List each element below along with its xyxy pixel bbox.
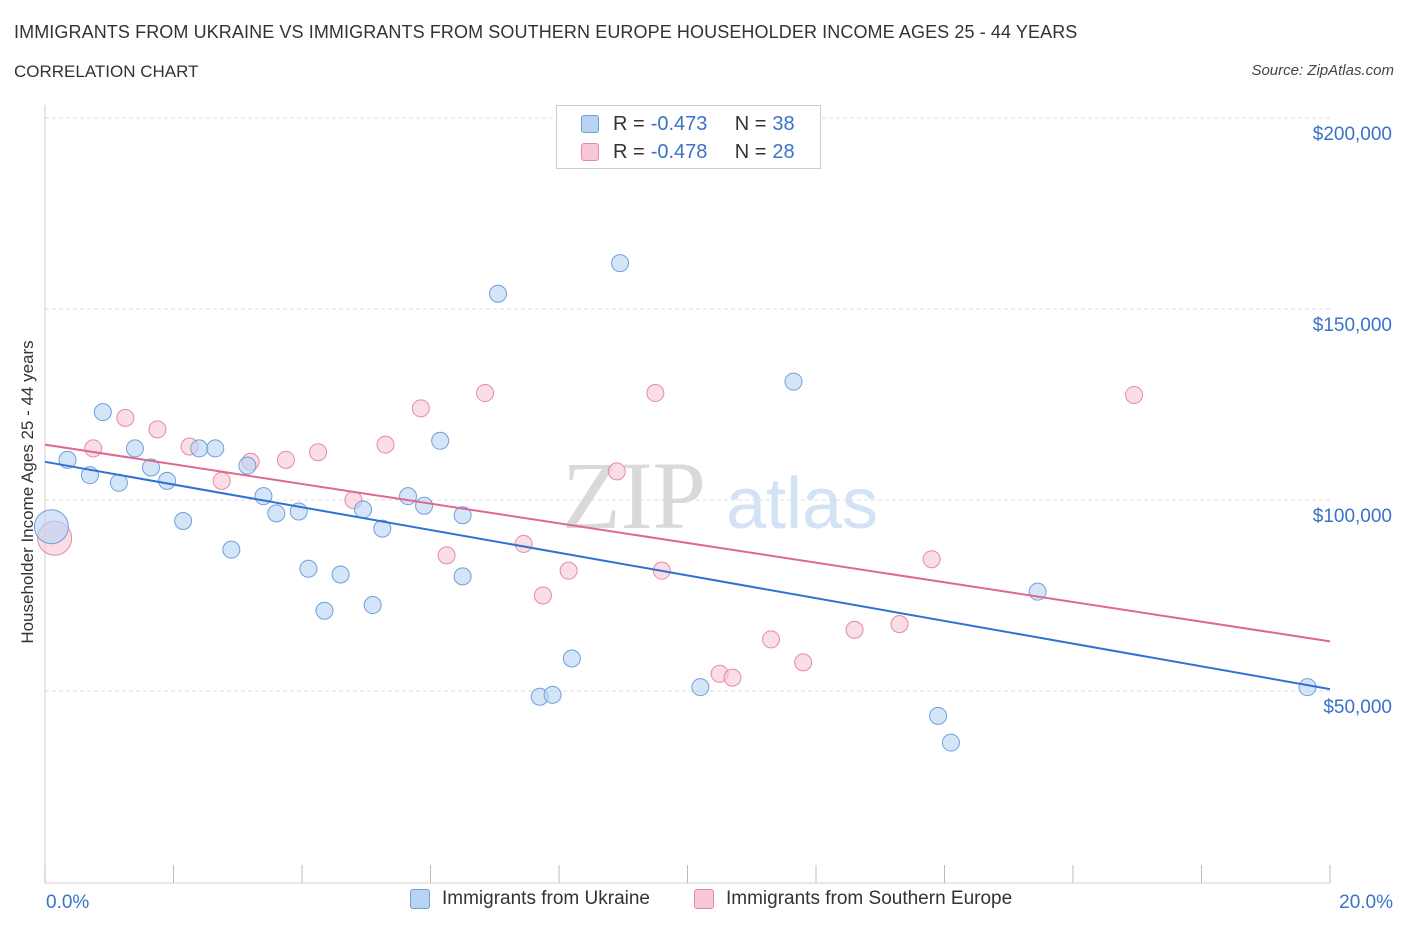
data-point-southern-europe [148,420,167,439]
ukraine-swatch [581,115,599,133]
trend-line-southern-europe [44,443,1331,643]
data-point-ukraine [267,504,286,523]
y-axis-label: Householder Income Ages 25 - 44 years [18,340,37,644]
data-point-southern-europe [84,439,103,458]
watermark-zip: ZIP [562,442,706,549]
data-point-southern-europe [559,561,578,580]
data-point-ukraine [929,706,948,725]
data-point-southern-europe [276,450,295,469]
data-point-ukraine [611,254,630,273]
x-tick-label: 0.0% [46,892,89,913]
data-point-ukraine [174,512,193,531]
data-point-ukraine [399,487,418,506]
axes [44,105,1331,884]
legend-label-ukraine: Immigrants from Ukraine [442,888,650,909]
data-point-ukraine [543,685,562,704]
data-point-southern-europe [514,534,533,553]
trend-line-ukraine [44,460,1331,691]
data-point-ukraine [299,559,318,578]
data-point-ukraine [354,500,373,519]
data-point-ukraine [453,506,472,525]
data-point-southern-europe [1125,385,1144,404]
data-point-southern-europe [646,384,665,403]
legend-label-southern-europe: Immigrants from Southern Europe [726,888,1013,909]
data-point-ukraine [142,458,161,477]
data-point-ukraine [415,496,434,515]
chart-title: IMMIGRANTS FROM UKRAINE VS IMMIGRANTS FR… [14,22,1078,42]
data-point-southern-europe [794,653,813,672]
data-point-southern-europe [845,620,864,639]
y-tick-label: $50,000 [1323,697,1392,718]
data-point-southern-europe [411,399,430,418]
gridlines [45,117,1330,692]
data-point-ukraine [784,372,803,391]
y-tick-label: $200,000 [1313,124,1392,145]
data-point-southern-europe [607,462,626,481]
series-legend: Immigrants from Ukraine Immigrants from … [0,888,1406,916]
data-point-ukraine [331,565,350,584]
correlation-legend: R = -0.473 N = 38 R = -0.478 N = 28 [556,105,821,169]
ukraine-swatch [410,889,430,909]
data-point-southern-europe [762,630,781,649]
legend-row-southern-europe: R = -0.478 N = 28 [581,140,795,164]
data-point-ukraine [158,471,177,490]
data-point-ukraine [222,540,241,559]
legend-item-southern-europe[interactable]: Immigrants from Southern Europe [694,888,1012,910]
trend-lines [44,443,1331,691]
data-point-ukraine [206,439,225,458]
y-tick-label: $100,000 [1313,506,1392,527]
r-label: R = [613,112,645,135]
chart-subtitle: CORRELATION CHART [14,62,199,81]
n-value: 28 [772,140,795,163]
data-point-southern-europe [922,550,941,569]
x-tick-label: 20.0% [1339,892,1393,913]
data-point-ukraine [691,678,710,697]
r-value: -0.478 [650,140,708,163]
data-point-ukraine [93,403,112,422]
r-label: R = [613,140,645,163]
data-point-southern-europe [309,443,328,462]
data-point-ukraine [373,519,392,538]
southern-europe-swatch [694,889,714,909]
watermark-atlas: atlas [726,464,878,544]
data-point-southern-europe [212,471,231,490]
southern-europe-swatch [581,143,599,161]
y-tick-label: $150,000 [1313,315,1392,336]
legend-item-ukraine[interactable]: Immigrants from Ukraine [410,888,650,910]
data-point-ukraine [238,456,257,475]
data-point-southern-europe [533,586,552,605]
legend-row-ukraine: R = -0.473 N = 38 [581,112,795,136]
n-value: 38 [772,112,795,135]
data-point-southern-europe [890,615,909,634]
data-point-ukraine [562,649,581,668]
data-point-ukraine [431,431,450,450]
data-point-ukraine [33,509,69,545]
data-point-southern-europe [723,668,742,687]
source-label: Source: ZipAtlas.com [1251,62,1394,79]
data-point-southern-europe [437,546,456,565]
tick-labels: $50,000 $100,000 $150,000 $200,000 0.0% 20.0% [46,124,1393,913]
n-label: N = [734,140,767,163]
data-point-southern-europe [476,384,495,403]
data-point-ukraine [453,567,472,586]
data-point-ukraine [488,284,507,303]
r-value: -0.473 [650,112,708,135]
watermark: ZIP atlas [562,442,878,549]
data-point-southern-europe [116,408,135,427]
data-point-ukraine [190,439,209,458]
data-point-ukraine [125,439,144,458]
n-label: N = [734,112,767,135]
data-point-southern-europe [376,435,395,454]
data-point-ukraine [363,596,382,615]
data-point-ukraine [941,733,960,752]
data-point-ukraine [315,601,334,620]
